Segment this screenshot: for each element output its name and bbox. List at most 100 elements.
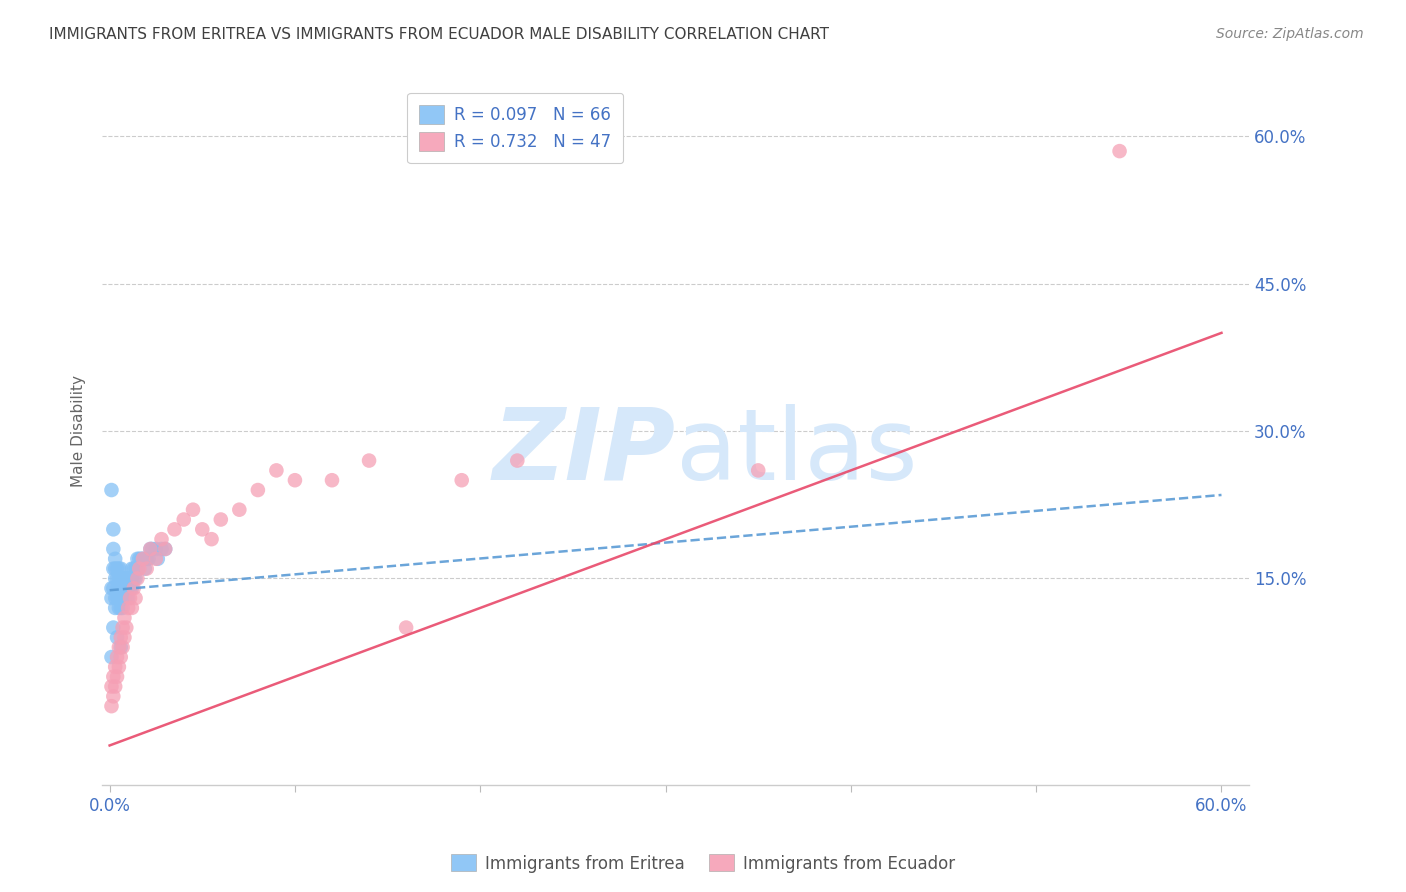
Point — [117, 591, 139, 606]
Point — [150, 541, 173, 556]
Point — [103, 522, 125, 536]
Point — [146, 551, 169, 566]
Point — [132, 551, 155, 566]
Point — [124, 571, 146, 585]
Point — [450, 473, 472, 487]
Point — [122, 582, 145, 596]
Point — [105, 591, 128, 606]
Text: atlas: atlas — [676, 404, 917, 500]
Point — [103, 621, 125, 635]
Point — [111, 582, 134, 596]
Point — [506, 453, 529, 467]
Text: IMMIGRANTS FROM ERITREA VS IMMIGRANTS FROM ECUADOR MALE DISABILITY CORRELATION C: IMMIGRANTS FROM ERITREA VS IMMIGRANTS FR… — [49, 27, 830, 42]
Point — [115, 571, 138, 585]
Point — [141, 541, 163, 556]
Point — [124, 591, 146, 606]
Point — [118, 582, 141, 596]
Point — [115, 621, 138, 635]
Point — [155, 541, 177, 556]
Point — [114, 611, 136, 625]
Point — [209, 512, 232, 526]
Point — [110, 631, 132, 645]
Point — [121, 582, 143, 596]
Point — [105, 631, 128, 645]
Point — [395, 621, 418, 635]
Point — [105, 571, 128, 585]
Point — [110, 561, 132, 575]
Point — [132, 551, 155, 566]
Point — [139, 541, 162, 556]
Point — [104, 551, 127, 566]
Point — [284, 473, 307, 487]
Point — [110, 640, 132, 655]
Point — [129, 551, 152, 566]
Point — [122, 571, 145, 585]
Point — [100, 680, 122, 694]
Point — [114, 571, 136, 585]
Point — [108, 591, 131, 606]
Point — [114, 631, 136, 645]
Point — [122, 561, 145, 575]
Point — [110, 582, 132, 596]
Point — [108, 601, 131, 615]
Point — [108, 571, 131, 585]
Point — [100, 591, 122, 606]
Point — [110, 601, 132, 615]
Point — [145, 541, 167, 556]
Point — [105, 650, 128, 665]
Point — [105, 582, 128, 596]
Point — [117, 571, 139, 585]
Point — [108, 561, 131, 575]
Point — [118, 591, 141, 606]
Point — [114, 582, 136, 596]
Point — [145, 551, 167, 566]
Point — [110, 591, 132, 606]
Legend: Immigrants from Eritrea, Immigrants from Ecuador: Immigrants from Eritrea, Immigrants from… — [444, 847, 962, 880]
Point — [111, 601, 134, 615]
Point — [105, 670, 128, 684]
Point — [104, 571, 127, 585]
Point — [121, 601, 143, 615]
Point — [128, 551, 150, 566]
Point — [121, 561, 143, 575]
Point — [135, 561, 157, 575]
Point — [118, 571, 141, 585]
Point — [100, 582, 122, 596]
Legend: R = 0.097   N = 66, R = 0.732   N = 47: R = 0.097 N = 66, R = 0.732 N = 47 — [408, 93, 623, 163]
Point — [747, 463, 769, 477]
Point — [266, 463, 288, 477]
Point — [108, 582, 131, 596]
Y-axis label: Male Disability: Male Disability — [72, 376, 86, 487]
Point — [134, 561, 156, 575]
Point — [181, 502, 204, 516]
Point — [138, 551, 160, 566]
Point — [108, 660, 131, 674]
Point — [127, 551, 149, 566]
Point — [115, 582, 138, 596]
Point — [200, 532, 222, 546]
Point — [117, 582, 139, 596]
Point — [103, 561, 125, 575]
Point — [127, 561, 149, 575]
Point — [104, 591, 127, 606]
Text: ZIP: ZIP — [492, 404, 676, 500]
Point — [114, 591, 136, 606]
Point — [117, 601, 139, 615]
Point — [246, 483, 269, 497]
Point — [150, 532, 173, 546]
Point — [357, 453, 380, 467]
Point — [103, 582, 125, 596]
Point — [173, 512, 195, 526]
Point — [155, 541, 177, 556]
Point — [104, 561, 127, 575]
Point — [128, 561, 150, 575]
Point — [124, 561, 146, 575]
Point — [108, 640, 131, 655]
Point — [111, 571, 134, 585]
Point — [100, 699, 122, 714]
Point — [121, 571, 143, 585]
Point — [103, 670, 125, 684]
Point — [127, 571, 149, 585]
Point — [135, 551, 157, 566]
Point — [104, 601, 127, 615]
